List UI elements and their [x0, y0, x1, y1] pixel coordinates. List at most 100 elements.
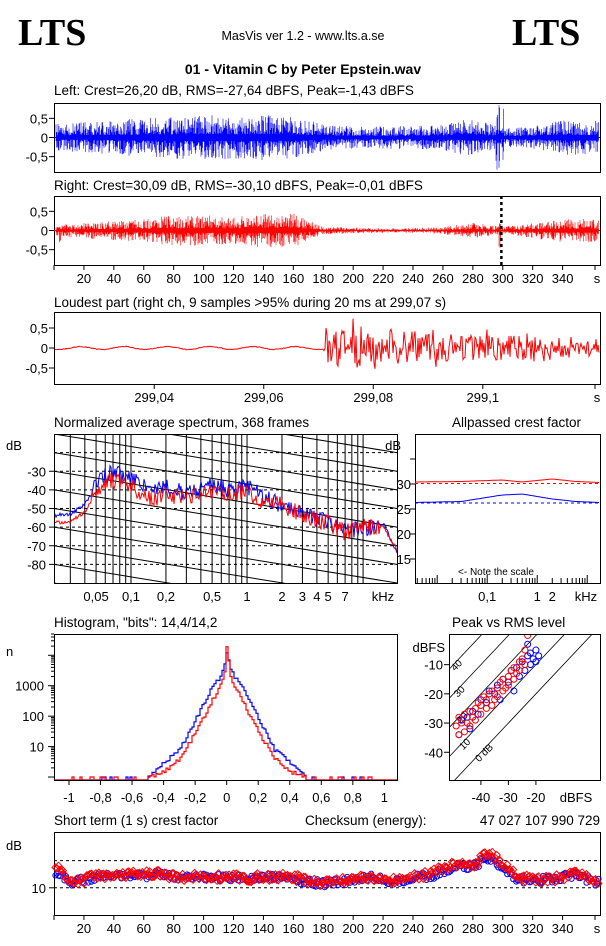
short-crest-right-point: [356, 870, 365, 879]
histogram-xtick-label: -1: [63, 790, 75, 805]
short-crest-right-point: [477, 854, 487, 863]
peak-rms-left-point: [466, 725, 474, 733]
peak-rms-right-point: [488, 702, 496, 710]
short-crest-right-point: [223, 873, 232, 882]
short-crest-right-point: [354, 876, 364, 886]
short-crest-right-point: [444, 865, 454, 874]
short-crest-right-point: [178, 869, 187, 879]
short-crest-right-point: [387, 878, 397, 888]
short-crest-yunit: dB: [6, 838, 22, 853]
peak-rms-right-point: [504, 672, 512, 680]
short-crest-right-point: [482, 851, 491, 860]
peak-rms-left-point: [532, 658, 540, 666]
short-crest-right-point: [462, 861, 472, 870]
peak-rms-left-point: [535, 652, 543, 660]
spectrum-ytick-label: -50: [27, 502, 46, 517]
left-waveform-trace: [55, 105, 599, 170]
histogram-ytick-label: 10: [30, 740, 44, 755]
left-waveform-ytick-label: -0,5: [26, 150, 48, 165]
short-crest-right-point: [438, 867, 448, 876]
short-crest-right-point: [227, 876, 237, 885]
short-crest-right-point: [153, 865, 162, 875]
peak-rms-right-point: [466, 707, 474, 715]
short-crest-left-point: [88, 878, 95, 885]
allpass-xunit: kHz: [575, 589, 597, 604]
short-crest-right-point: [150, 872, 159, 882]
short-crest-xtick-label: 120: [223, 921, 245, 936]
allpass-xtick-label: 2: [549, 589, 556, 604]
short-crest-right-point: [263, 869, 273, 879]
right-waveform-xtick-label: 140: [253, 271, 275, 286]
short-crest-right-point: [167, 869, 177, 878]
short-crest-right-point: [316, 881, 325, 891]
short-crest-right-point: [513, 873, 522, 882]
spectrum-right-line: [54, 472, 397, 551]
peak-rms-left-point: [532, 646, 540, 654]
short-crest-right-point: [520, 877, 530, 887]
short-crest-right-point: [419, 874, 428, 884]
short-crest-xtick-label: 340: [552, 921, 574, 936]
short-crest-right-point: [585, 876, 594, 886]
peak-rms-right-point: [524, 634, 532, 639]
short-crest-right-point: [342, 877, 352, 886]
short-crest-right-point: [579, 871, 588, 881]
short-crest-right-point: [567, 867, 576, 877]
peak-rms-right-point: [455, 731, 463, 739]
short-crest-right-point: [229, 869, 238, 878]
short-crest-right-point: [467, 863, 476, 872]
short-crest-right-point: [378, 874, 388, 884]
short-crest-right-point: [470, 863, 479, 872]
short-crest-right-point: [299, 872, 309, 881]
histogram-xtick-label: -0,4: [152, 790, 174, 805]
peak-rms-xtick-label: -20: [527, 790, 546, 805]
spectrum-xtick-label: 1: [243, 589, 250, 604]
right-waveform-xtick-label: 240: [402, 271, 424, 286]
loudest-part-xtick-label: 299,04: [134, 390, 174, 405]
spectrum-xtick-label: 7: [341, 589, 348, 604]
short-crest-xtick-label: 160: [282, 921, 304, 936]
short-crest-right-point: [82, 871, 92, 880]
short-crest-right-point: [105, 870, 114, 879]
spectrum-ytick-label: -30: [27, 464, 46, 479]
peak-rms-right-point: [518, 655, 526, 663]
short-crest-right-point: [488, 847, 497, 857]
loudest-part-title: Loudest part (right ch, 9 samples >95% d…: [54, 295, 446, 310]
spectrum-slope-line: [54, 545, 286, 583]
short-crest-right-point: [184, 873, 193, 883]
histogram-xtick-label: 0,8: [344, 790, 362, 805]
peak-rms-right-point: [482, 696, 490, 704]
peak-rms-right-point: [521, 661, 529, 669]
short-crest-right-point: [413, 872, 422, 882]
left-waveform-ytick-label: 0: [41, 131, 48, 146]
short-crest-right-point: [135, 868, 144, 878]
short-crest-right-point: [541, 871, 551, 881]
peak-rms-xunit: dBFS: [560, 790, 593, 805]
short-crest-right-point: [194, 874, 204, 884]
histogram-ytick-label: 1000: [15, 679, 44, 694]
histogram-right-line: [54, 646, 397, 780]
peak-rms-ytick-label: -20: [424, 687, 443, 702]
loudest-part-ytick-label: -0,5: [26, 361, 48, 376]
short-crest-right-point: [151, 868, 160, 877]
spectrum-slope-line: [279, 434, 397, 454]
short-crest-right-point: [164, 875, 174, 884]
short-crest-right-point: [570, 866, 579, 875]
spectrum-slope-line: [54, 434, 397, 491]
short-crest-right-point: [115, 869, 125, 878]
right-waveform-ytick-label: 0: [41, 224, 48, 239]
allpass-xtick-label: 1: [534, 589, 541, 604]
peak-rms-ytick-label: -30: [424, 716, 443, 731]
short-crest-right-point: [161, 868, 171, 878]
peak-rms-right-point: [493, 684, 501, 692]
short-crest-right-point: [307, 877, 316, 886]
right-waveform-xtick-label: 60: [137, 271, 151, 286]
short-crest-xtick-label: 280: [462, 921, 484, 936]
file-title: 01 - Vitamin C by Peter Epstein.wav: [185, 61, 421, 77]
histogram-title: Histogram, "bits": 14,4/14,2: [54, 615, 217, 630]
short-crest-xtick-label: 240: [402, 921, 424, 936]
right-waveform-xunit: s: [594, 271, 601, 286]
loudest-part-frame: [54, 312, 601, 385]
short-crest-right-point: [335, 877, 344, 887]
short-crest-right-point: [322, 875, 331, 884]
